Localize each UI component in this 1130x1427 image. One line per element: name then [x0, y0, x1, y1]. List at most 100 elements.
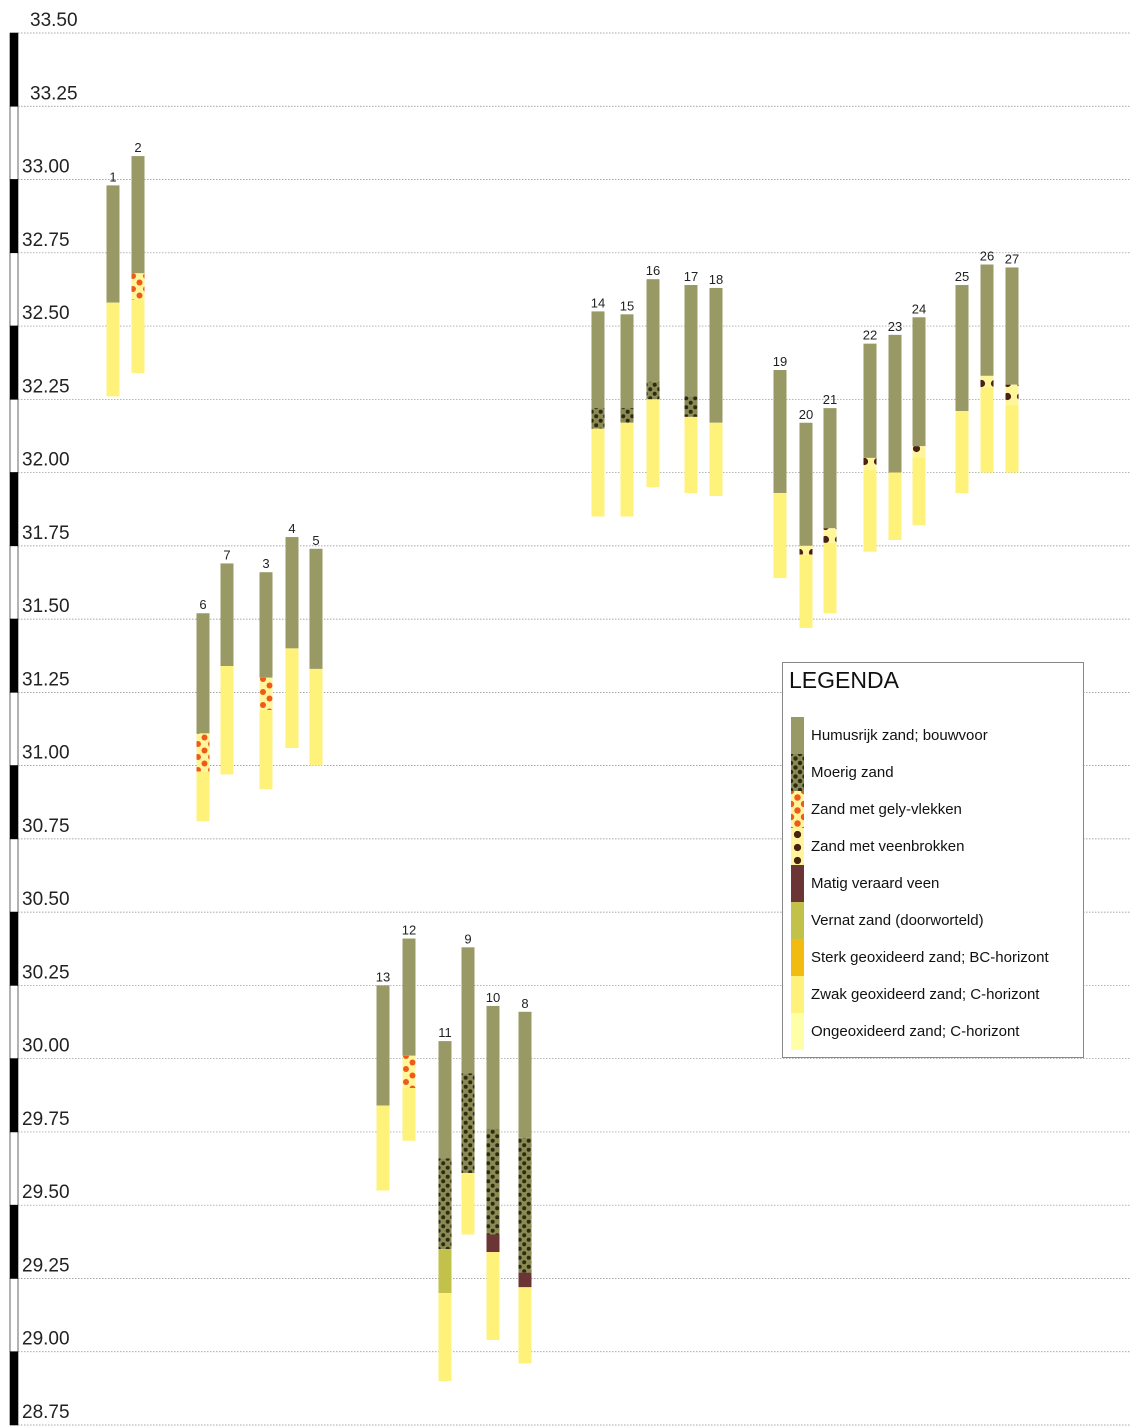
- layer-zwak: [823, 542, 837, 614]
- layer-humus: [912, 317, 926, 447]
- layer-humus: [220, 563, 234, 666]
- core-7: 7: [220, 547, 234, 775]
- legend-label: Vernat zand (doorworteld): [811, 912, 984, 929]
- layer-zwak: [376, 1105, 390, 1191]
- y-tick-label: 29.00: [22, 1329, 70, 1350]
- y-tick-label: 30.50: [22, 889, 70, 910]
- legend-item-zwak: Zwak geoxideerd zand; C-horizont: [791, 976, 1081, 1013]
- layer-humus: [106, 185, 120, 303]
- depth-axis-strip: [9, 32, 19, 1426]
- layer-humus: [285, 537, 299, 649]
- layer-zwak: [285, 648, 299, 749]
- layer-zwak: [799, 554, 813, 628]
- y-tick-labels: 33.50 33.25 33.00 32.75 32.50 32.25 32.00 31.75…: [22, 10, 78, 1423]
- layer-humus: [773, 370, 787, 494]
- legend-item-veen: Zand met veenbrokken: [791, 828, 1081, 865]
- layer-gely: [131, 273, 145, 300]
- core-label: 20: [799, 407, 813, 422]
- legend-swatch: [791, 902, 804, 939]
- layer-zwak: [518, 1287, 532, 1364]
- axis-segment: [9, 32, 19, 107]
- legend: LEGENDA Humusrijk zand; bouwvoor Moerig z…: [782, 662, 1084, 1058]
- core-20: 20: [799, 407, 813, 628]
- legend-label: Matig veraard veen: [811, 875, 940, 892]
- core-8: 8: [518, 996, 532, 1364]
- layer-veen: [863, 457, 877, 470]
- core-15: 15: [620, 298, 634, 517]
- axis-segment: [9, 1204, 19, 1279]
- layer-humus: [980, 264, 994, 376]
- axis-segment: [9, 105, 19, 180]
- legend-item-humus: Humusrijk zand; bouwvoor: [791, 717, 1081, 754]
- layer-zwak: [955, 411, 969, 494]
- core-label: 3: [262, 556, 269, 571]
- core-label: 15: [620, 298, 634, 313]
- layer-humus: [646, 279, 660, 382]
- axis-segment: [9, 838, 19, 913]
- layer-humus: [684, 285, 698, 397]
- core-5: 5: [309, 533, 323, 766]
- core-4: 4: [285, 521, 299, 749]
- axis-segment: [9, 985, 19, 1059]
- core-label: 16: [646, 263, 660, 278]
- core-label: 22: [863, 328, 877, 343]
- layer-zwak: [863, 469, 877, 552]
- layer-zwak: [646, 399, 660, 488]
- layer-zwak: [888, 472, 902, 540]
- core-21: 21: [823, 392, 837, 614]
- legend-swatch: [791, 791, 804, 828]
- y-tick-label: 32.00: [22, 450, 70, 471]
- layer-zwak: [259, 709, 273, 790]
- layer-moerig: [438, 1158, 452, 1250]
- core-9: 9: [461, 931, 475, 1235]
- y-tick-label: 32.50: [22, 303, 70, 324]
- core-label: 12: [402, 923, 416, 938]
- layer-humus: [131, 156, 145, 274]
- core-label: 19: [773, 354, 787, 369]
- axis-segment: [9, 1351, 19, 1426]
- core-11: 11: [438, 1025, 452, 1382]
- layer-humus: [955, 285, 969, 412]
- layer-moerig: [591, 408, 605, 429]
- core-22: 22: [863, 328, 877, 552]
- legend-label: Zand met gely-vlekken: [811, 801, 962, 818]
- axis-segment: [9, 618, 19, 693]
- axis-segment: [9, 765, 19, 840]
- layer-veen: [912, 446, 926, 458]
- core-label: 18: [709, 272, 723, 287]
- legend-item-vernat: Vernat zand (doorworteld): [791, 902, 1081, 939]
- core-label: 8: [521, 996, 528, 1011]
- layer-moerig: [518, 1137, 532, 1273]
- y-tick-label: 29.75: [22, 1109, 70, 1130]
- y-tick-label: 30.75: [22, 816, 70, 837]
- layer-humus: [863, 343, 877, 458]
- y-tick-label: 31.00: [22, 743, 70, 764]
- legend-item-matig: Matig veraard veen: [791, 865, 1081, 902]
- layer-humus: [799, 422, 813, 546]
- core-18: 18: [709, 272, 723, 497]
- axis-segment: [9, 179, 19, 254]
- legend-label: Moerig zand: [811, 764, 894, 781]
- layer-humus: [518, 1011, 532, 1138]
- axis-segment: [9, 472, 19, 547]
- core-label: 13: [376, 969, 390, 984]
- core-17: 17: [684, 269, 698, 494]
- legend-label: Zwak geoxideerd zand; C-horizont: [811, 986, 1040, 1003]
- core-23: 23: [888, 319, 902, 540]
- core-3: 3: [259, 556, 273, 790]
- layer-zwak: [620, 422, 634, 517]
- layer-moerig: [461, 1073, 475, 1173]
- layer-humus: [591, 311, 605, 409]
- core-label: 6: [199, 597, 206, 612]
- y-tick-label: 32.25: [22, 376, 70, 397]
- core-label: 26: [980, 249, 994, 264]
- layer-zwak: [773, 493, 787, 579]
- core-label: 17: [684, 269, 698, 284]
- legend-item-sterk: Sterk geoxideerd zand; BC-horizont: [791, 939, 1081, 976]
- core-19: 19: [773, 354, 787, 579]
- layer-zwak: [1005, 405, 1019, 473]
- legend-label: Zand met veenbrokken: [811, 838, 965, 855]
- layer-humus: [709, 287, 723, 423]
